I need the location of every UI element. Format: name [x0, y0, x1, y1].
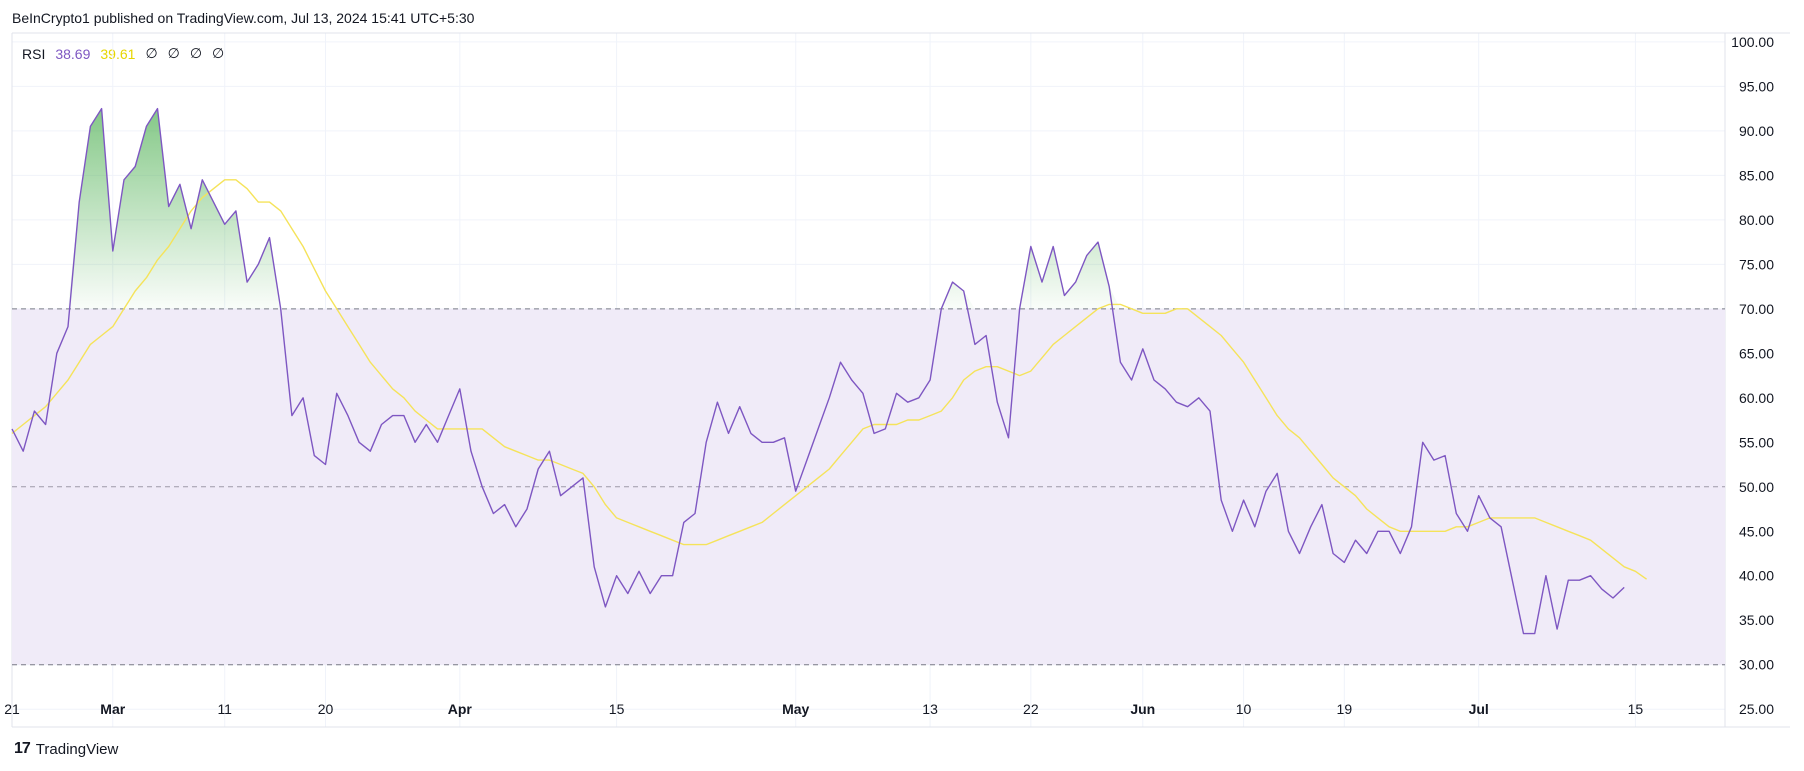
indicator-legend: RSI 38.69 39.61 ∅ ∅ ∅ ∅: [22, 45, 224, 62]
rsi-band: [12, 308, 1725, 666]
y-tick-label: 55.00: [1739, 434, 1774, 450]
x-tick-label: 19: [1337, 701, 1353, 717]
empty-value-1: ∅: [145, 45, 158, 61]
overbought-fill: [12, 108, 1625, 309]
x-tick-label: May: [782, 701, 809, 717]
y-tick-label: 40.00: [1739, 568, 1774, 584]
x-tick-label: Jun: [1130, 701, 1155, 717]
y-tick-label: 70.00: [1739, 301, 1774, 317]
x-axis: 21 Mar 11 20 Apr 15 May 13 22 Jun 10 19 Jul 15: [4, 701, 1643, 717]
empty-value-4: ∅: [212, 45, 225, 61]
x-tick-label: Apr: [448, 701, 473, 717]
tradingview-footer[interactable]: 17 TradingView: [14, 740, 118, 758]
x-tick-label: Mar: [100, 701, 125, 717]
rsi-ma-line: [11, 179, 1648, 580]
series-lines: [11, 107, 1648, 635]
x-tick-label: 21: [4, 701, 20, 717]
rsi-line: [11, 107, 1625, 635]
y-tick-label: 65.00: [1739, 345, 1774, 361]
tradingview-logo-icon: 17: [14, 740, 31, 757]
brand-name: TradingView: [35, 740, 119, 758]
y-tick-label: 100.00: [1731, 34, 1774, 50]
rsi-band-background: [12, 308, 1725, 665]
y-tick-label: 80.00: [1739, 212, 1774, 228]
x-tick-label: 15: [609, 701, 625, 717]
y-axis: 100.00 95.00 90.00 85.00 80.00 75.00 70.00 65.0…: [1731, 34, 1774, 717]
empty-value-3: ∅: [189, 45, 203, 61]
x-tick-label: Jul: [1469, 701, 1489, 717]
rsi-value: 38.69: [55, 45, 91, 62]
y-tick-label: 75.00: [1739, 256, 1774, 272]
y-tick-label: 50.00: [1739, 479, 1774, 495]
overbought-area: [12, 108, 1625, 309]
x-tick-label: 20: [318, 701, 334, 717]
y-tick-label: 45.00: [1739, 523, 1774, 539]
y-tick-label: 30.00: [1739, 657, 1774, 673]
y-tick-label: 35.00: [1739, 612, 1774, 628]
x-tick-label: 13: [922, 701, 938, 717]
x-tick-label: 22: [1023, 701, 1039, 717]
y-tick-label: 85.00: [1739, 167, 1774, 183]
x-tick-label: 10: [1236, 701, 1252, 717]
empty-value-2: ∅: [167, 45, 180, 61]
x-tick-label: 15: [1628, 701, 1644, 717]
ma-value: 39.61: [100, 45, 136, 62]
publisher-caption: BeInCrypto1 published on TradingView.com…: [12, 10, 475, 26]
indicator-name[interactable]: RSI: [22, 45, 46, 62]
grid: [11, 32, 1790, 728]
y-tick-label: 90.00: [1739, 123, 1774, 139]
y-tick-label: 95.00: [1739, 78, 1774, 94]
x-tick-label: 11: [217, 701, 232, 717]
y-tick-label: 25.00: [1739, 701, 1774, 717]
y-tick-label: 60.00: [1739, 390, 1774, 406]
